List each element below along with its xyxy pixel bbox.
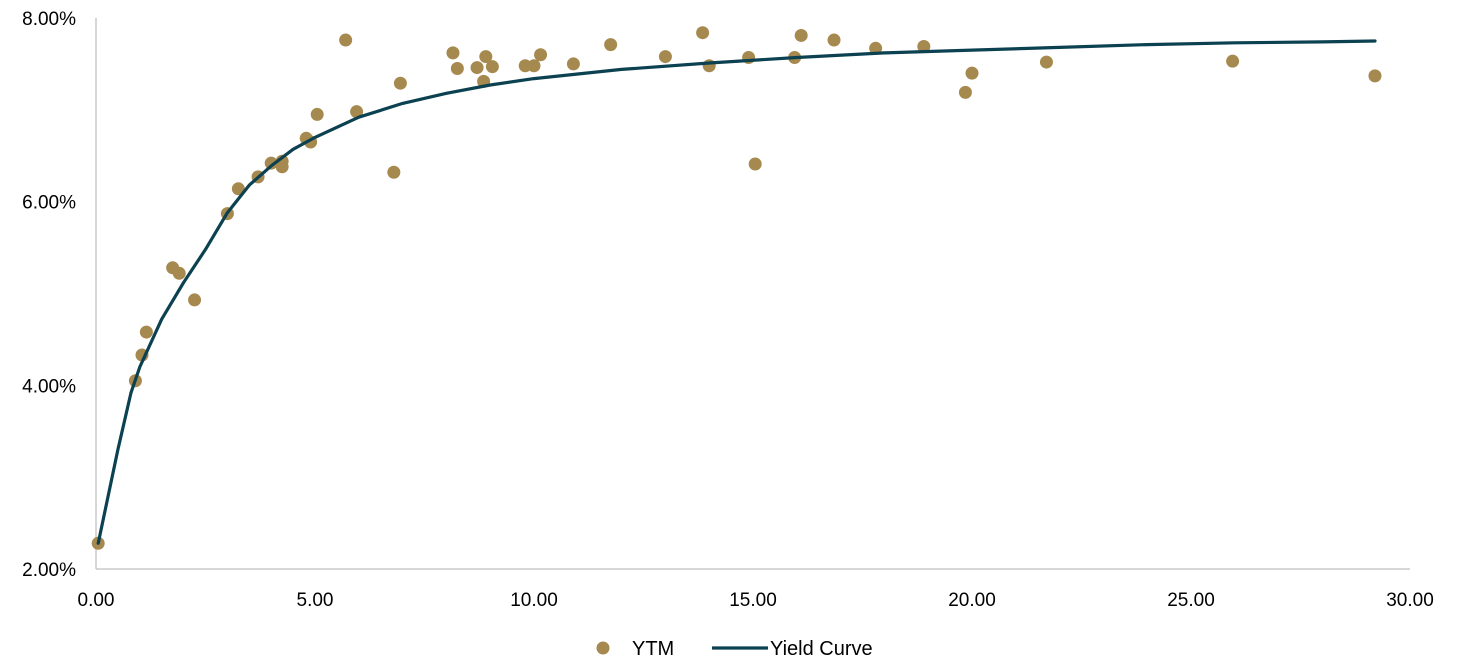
ytm-point <box>479 50 493 64</box>
ytm-point <box>958 85 972 99</box>
ytm-point <box>1368 69 1382 83</box>
x-tick-label: 15.00 <box>729 590 777 611</box>
ytm-point <box>869 41 883 55</box>
ytm-point <box>658 50 672 64</box>
y-tick-label: 4.00% <box>22 376 76 397</box>
ytm-point <box>350 105 364 119</box>
legend: YTM Yield Curve <box>596 638 873 660</box>
ytm-point <box>485 60 499 74</box>
ytm-point <box>310 107 324 121</box>
x-tick-label: 25.00 <box>1167 590 1215 611</box>
ytm-point <box>794 28 808 42</box>
ytm-point <box>1226 54 1240 68</box>
x-axis-ticks: 0.00 5.00 10.00 15.00 20.00 25.00 30.00 <box>78 590 1434 611</box>
ytm-point <box>139 325 153 339</box>
ytm-point <box>470 61 484 75</box>
y-tick-label: 2.00% <box>22 560 76 581</box>
ytm-point <box>172 266 186 280</box>
yield-curve-layer <box>96 39 1377 545</box>
ytm-point <box>748 157 762 171</box>
ytm-point <box>231 182 245 196</box>
axes <box>95 18 1410 570</box>
y-tick-label: 8.00% <box>22 9 76 30</box>
x-tick-label: 10.00 <box>510 590 558 611</box>
ytm-point <box>450 62 464 76</box>
y-axis-ticks: 2.00% 4.00% 6.00% 8.00% <box>22 9 76 581</box>
legend-ytm-label: YTM <box>632 638 674 660</box>
x-tick-label: 0.00 <box>78 590 115 611</box>
ytm-point <box>1039 55 1053 69</box>
ytm-point <box>393 76 407 90</box>
legend-ytm-marker <box>596 641 610 655</box>
ytm-points <box>91 26 1382 550</box>
ytm-point <box>387 165 401 179</box>
ytm-point <box>534 48 548 62</box>
ytm-point <box>604 38 618 52</box>
ytm-point <box>566 57 580 71</box>
ytm-point <box>965 66 979 80</box>
x-tick-label: 30.00 <box>1386 590 1434 611</box>
ytm-point <box>275 154 289 168</box>
legend-yield-curve-label: Yield Curve <box>770 638 873 660</box>
ytm-point <box>917 39 931 53</box>
x-tick-label: 20.00 <box>948 590 996 611</box>
ytm-point <box>446 46 460 60</box>
ytm-point <box>339 33 353 47</box>
yield-curve-line <box>96 39 1377 545</box>
ytm-point <box>188 293 202 307</box>
ytm-point <box>827 33 841 47</box>
ytm-point <box>696 26 710 40</box>
ytm-point <box>527 59 541 73</box>
ytm-point <box>264 156 278 170</box>
y-tick-label: 6.00% <box>22 193 76 214</box>
x-tick-label: 5.00 <box>297 590 334 611</box>
